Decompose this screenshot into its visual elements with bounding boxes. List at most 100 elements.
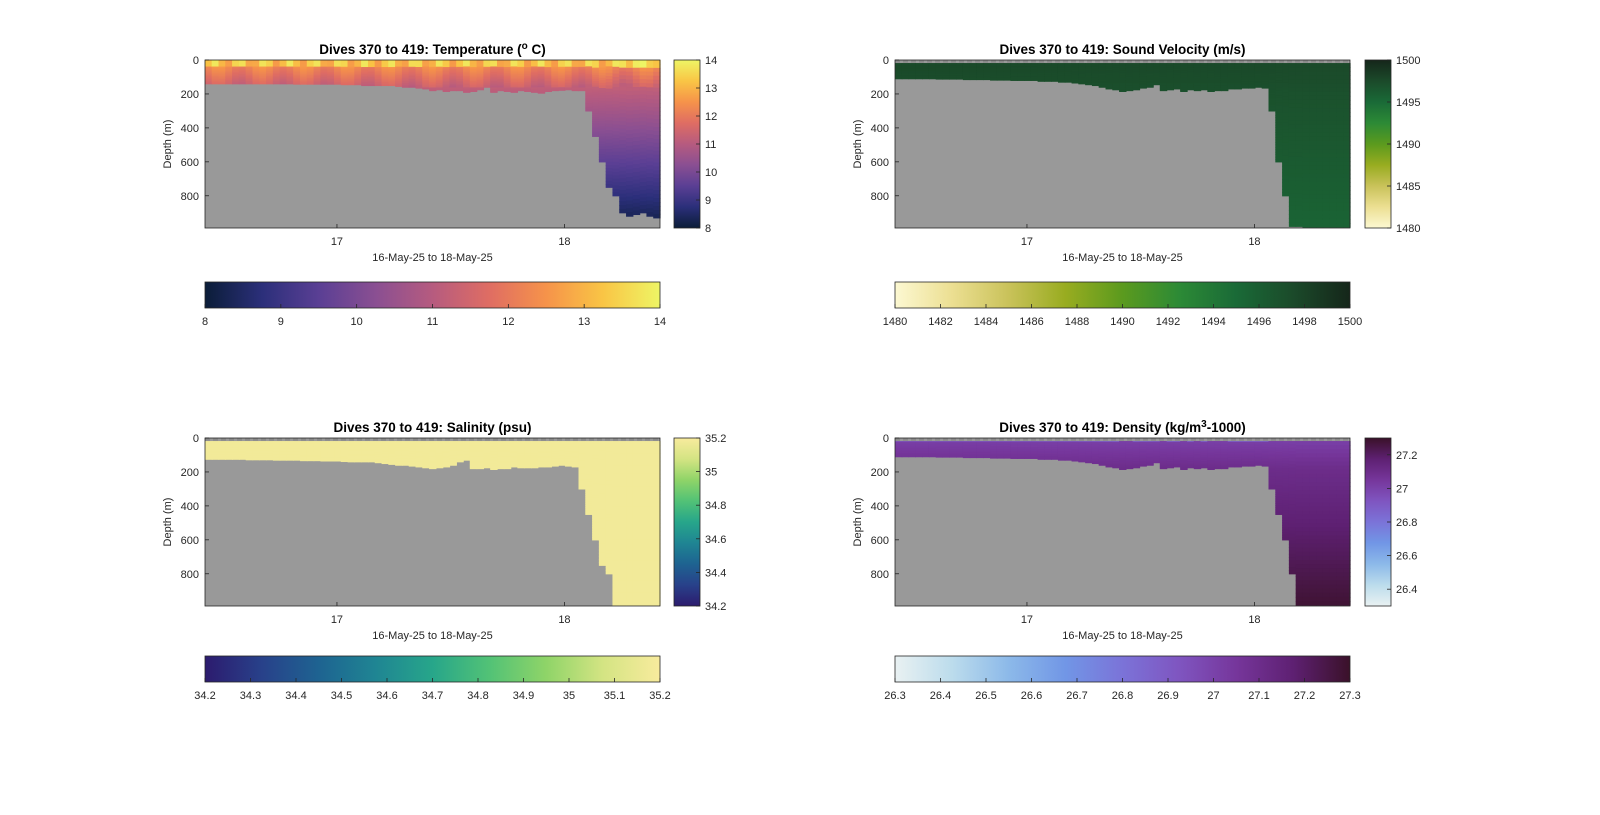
heatmap-cell [544, 69, 552, 71]
heatmap-cell [401, 82, 410, 84]
heatmap-cell [1268, 67, 1276, 70]
heatmap-cell [456, 68, 464, 70]
heatmap-cell [564, 67, 573, 69]
heatmap-cell [381, 71, 389, 73]
heatmap-cell [205, 72, 213, 74]
heatmap-cell [1112, 82, 1120, 84]
heatmap-cell [1241, 78, 1249, 80]
heatmap-cell [279, 69, 288, 71]
heatmap-cell [585, 86, 593, 89]
heatmap-cell [1098, 70, 1107, 72]
heatmap-cell [415, 78, 423, 80]
heatmap-cell [558, 70, 566, 72]
heatmap-cell [1268, 78, 1276, 81]
heatmap-cell [361, 67, 369, 69]
heatmap-cell [354, 64, 362, 67]
heatmap-cell [503, 89, 512, 91]
heatmap-cell [381, 82, 389, 85]
heatmap-cell [374, 81, 383, 83]
heatmap-cell [367, 65, 376, 67]
heatmap-cell [395, 72, 403, 74]
heatmap-cell [1241, 77, 1249, 79]
heatmap-cell [544, 60, 552, 63]
heatmap-cell [551, 82, 559, 85]
heatmap-cell [1119, 75, 1127, 77]
heatmap-cell [585, 94, 593, 97]
heatmap-cell [558, 75, 566, 77]
heatmap-cell [1248, 68, 1256, 70]
heatmap-cell [449, 60, 457, 62]
heatmap-cell [1241, 86, 1249, 88]
heatmap-cell [429, 76, 437, 78]
heatmap-cell [1241, 64, 1249, 66]
heatmap-cell [327, 78, 335, 80]
heatmap-cell [612, 124, 620, 129]
heatmap-cell [558, 72, 566, 75]
heatmap-cell [293, 75, 301, 77]
heatmap-cell [388, 66, 396, 68]
heatmap-cell [497, 60, 505, 62]
heatmap-cell [503, 75, 512, 78]
heatmap-cell [639, 86, 648, 92]
heatmap-cell [612, 178, 620, 183]
heatmap-cell [1275, 67, 1283, 72]
heatmap-cell [517, 85, 525, 88]
heatmap-cell [1180, 82, 1188, 85]
heatmap-cell [483, 70, 491, 73]
heatmap-cell [1139, 72, 1147, 74]
heatmap-cell [1248, 78, 1256, 80]
heatmap-cell [1275, 70, 1283, 74]
heatmap-cell [1119, 87, 1127, 90]
heatmap-cell [361, 80, 369, 82]
heatmap-cell [1200, 79, 1208, 81]
heatmap-cell [564, 82, 573, 84]
heatmap-cell [1159, 80, 1168, 83]
heatmap-cell [1112, 63, 1120, 65]
heatmap-cell [571, 62, 580, 64]
heatmap-cell [1187, 64, 1195, 66]
heatmap-cell [592, 65, 600, 69]
heatmap-cell [1234, 64, 1242, 66]
heatmap-cell [347, 66, 355, 68]
heatmap-cell [442, 74, 451, 77]
heatmap-cell [1220, 88, 1229, 90]
heatmap-cell [1119, 71, 1127, 73]
heatmap-cell [483, 78, 491, 80]
heatmap-cell [537, 64, 546, 67]
heatmap-cell [524, 89, 532, 92]
heatmap-cell [218, 69, 226, 71]
heatmap-cell [463, 78, 471, 80]
heatmap-cell [1125, 87, 1134, 89]
heatmap-cell [1200, 78, 1208, 80]
heatmap-cell [1214, 89, 1222, 91]
heatmap-cell [1173, 74, 1181, 76]
heatmap-cell [558, 68, 566, 70]
heatmap-cell [238, 75, 247, 77]
heatmap-cell [537, 70, 546, 73]
heatmap-cell [996, 79, 1005, 81]
heatmap-cell [388, 74, 396, 76]
heatmap-cell [578, 76, 586, 78]
heatmap-cell [1173, 85, 1181, 87]
heatmap-cell [401, 63, 410, 65]
heatmap-cell [497, 82, 505, 85]
heatmap-cell [1214, 67, 1222, 69]
heatmap-cell [300, 63, 308, 65]
heatmap-cell [374, 67, 383, 69]
heatmap-cell [1248, 82, 1256, 84]
heatmap-cell [483, 71, 491, 73]
heatmap-cell [232, 78, 240, 80]
heatmap-cell [374, 70, 383, 72]
heatmap-cell [1159, 84, 1168, 86]
heatmap-cell [442, 81, 451, 83]
heatmap-cell [517, 75, 525, 77]
heatmap-cell [1119, 69, 1127, 71]
heatmap-cell [510, 72, 518, 75]
heatmap-cell [619, 105, 627, 111]
heatmap-cell [272, 72, 281, 74]
heatmap-cell [1112, 85, 1120, 87]
heatmap-cell [585, 82, 593, 85]
heatmap-cell [1119, 88, 1127, 90]
heatmap-cell [497, 64, 505, 66]
heatmap-cell [456, 73, 464, 76]
